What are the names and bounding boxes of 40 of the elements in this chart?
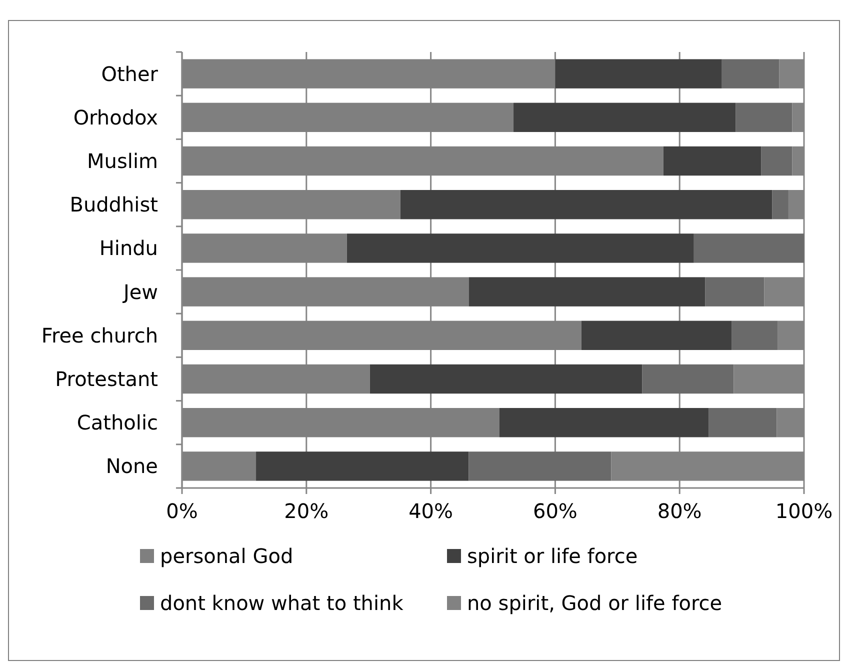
bar	[722, 59, 780, 88]
y-tick-label: Other	[101, 62, 159, 86]
bar	[581, 320, 732, 350]
x-tick-label: 80%	[657, 499, 702, 523]
x-tick-label: 0%	[166, 499, 198, 523]
bar	[400, 190, 772, 220]
legend-label: personal God	[160, 544, 294, 568]
y-tick-label: Catholic	[76, 410, 158, 435]
x-tick-label: 40%	[408, 499, 454, 523]
y-tick-label: Free church	[41, 323, 158, 348]
y-tick-label: Buddhist	[70, 192, 158, 217]
bar	[708, 408, 777, 438]
bar	[256, 452, 469, 481]
legend-label: spirit or life force	[467, 544, 638, 568]
x-tick-label: 60%	[532, 499, 578, 523]
bar	[499, 408, 709, 438]
y-tick-label: Hindu	[99, 236, 158, 260]
y-tick-label: Muslim	[87, 149, 158, 173]
y-tick-label: Orhodox	[73, 105, 158, 130]
bar	[732, 320, 778, 350]
y-tick-label: None	[106, 454, 158, 478]
y-tick-label: Jew	[121, 280, 158, 304]
bar	[736, 102, 792, 132]
bar	[694, 234, 804, 263]
bar	[761, 146, 792, 176]
y-tick-label: Protestant	[55, 367, 158, 391]
bar	[705, 277, 764, 306]
x-tick-label: 100%	[775, 499, 833, 523]
bar	[468, 452, 612, 481]
bar	[642, 364, 734, 394]
bar	[370, 364, 642, 394]
x-tick-label: 20%	[284, 499, 329, 523]
bar	[468, 277, 706, 306]
bar	[514, 102, 736, 132]
bar	[772, 190, 788, 220]
bar	[346, 234, 694, 263]
legend-label: dont know what to think	[160, 591, 404, 615]
bar	[555, 59, 722, 88]
legend-label: no spirit, God or life force	[467, 591, 722, 615]
bar	[663, 146, 762, 176]
